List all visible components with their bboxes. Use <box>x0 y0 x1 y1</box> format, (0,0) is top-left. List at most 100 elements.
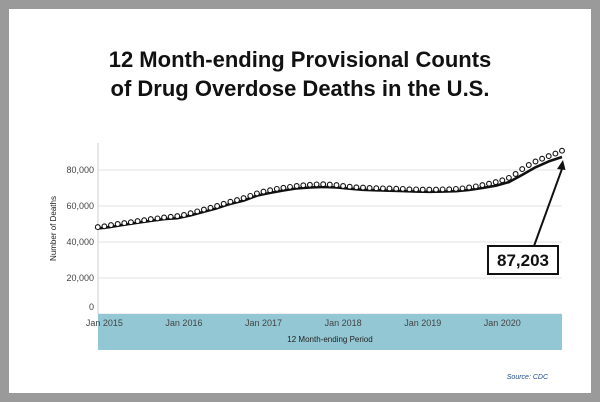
grid <box>98 169 562 315</box>
data-point <box>214 203 221 209</box>
x-axis-title: 12 Month-ending Period <box>287 335 372 344</box>
y-tick-label: 0 <box>89 302 94 312</box>
data-point <box>406 186 413 193</box>
data-point <box>181 212 187 218</box>
y-axis-title: Number of Deaths <box>49 196 58 261</box>
data-point <box>94 224 101 231</box>
x-tick-label: Jan 2015 <box>86 318 123 328</box>
data-point <box>360 184 366 191</box>
annotation-arrow-line <box>533 165 564 247</box>
data-point <box>379 185 386 192</box>
data-point <box>486 180 492 187</box>
data-point <box>353 184 360 191</box>
data-point <box>247 192 254 199</box>
data-point <box>559 147 565 154</box>
data-point <box>525 162 532 168</box>
data-point <box>505 174 512 181</box>
data-point <box>433 186 439 193</box>
data-point <box>187 210 194 217</box>
data-point <box>313 181 320 188</box>
series-group <box>94 147 565 231</box>
x-tick-label: Jan 2018 <box>325 318 362 328</box>
data-point <box>300 182 307 189</box>
data-point <box>101 223 108 230</box>
marker-series <box>94 147 565 231</box>
data-point <box>492 179 499 186</box>
x-tick-label: Jan 2016 <box>165 318 202 328</box>
data-point <box>413 186 420 193</box>
y-tick-label: 40,000 <box>66 237 94 247</box>
data-point <box>439 186 446 193</box>
x-tick-label: Jan 2020 <box>484 318 521 328</box>
y-axis-ticks: 0 20,000 40,000 60,000 80,000 <box>66 165 94 312</box>
data-point <box>227 198 234 205</box>
data-point <box>161 214 168 221</box>
data-point <box>267 187 274 194</box>
data-point <box>287 183 293 190</box>
data-point <box>141 217 148 224</box>
data-point <box>121 220 128 227</box>
chart-title-line-1: 12 Month-ending Provisional Counts <box>108 47 492 72</box>
x-tick-label: Jan 2019 <box>404 318 441 328</box>
data-point <box>340 183 347 189</box>
source-note: Source: CDC <box>506 374 548 381</box>
data-point <box>479 182 486 189</box>
data-point <box>200 206 207 213</box>
data-point <box>386 185 393 192</box>
data-point <box>240 195 247 202</box>
annotation-arrow-head <box>557 160 566 171</box>
data-point <box>472 183 479 190</box>
data-point <box>127 219 134 226</box>
data-point <box>459 185 466 192</box>
data-point <box>306 181 313 188</box>
data-point <box>519 166 526 173</box>
data-point <box>326 181 333 188</box>
data-point <box>346 183 353 190</box>
annotation-box <box>487 245 559 275</box>
data-point <box>147 216 154 223</box>
data-point <box>114 221 121 227</box>
data-point <box>399 185 406 192</box>
data-point <box>333 182 340 189</box>
y-tick-label: 80,000 <box>66 165 94 175</box>
data-point <box>393 185 400 192</box>
data-point <box>552 150 559 157</box>
data-point <box>539 155 546 162</box>
data-point <box>194 208 201 215</box>
data-point <box>426 186 433 193</box>
annotation-group: 87,203 <box>487 160 566 275</box>
series-line <box>97 155 563 230</box>
data-point <box>499 177 506 184</box>
data-point <box>174 213 181 220</box>
annotation-label: 87,203 <box>497 251 549 270</box>
data-point <box>446 186 453 193</box>
data-point <box>154 215 161 222</box>
data-point <box>253 190 260 197</box>
data-point <box>260 188 267 195</box>
data-point <box>220 200 227 207</box>
y-tick-label: 20,000 <box>66 273 94 283</box>
data-point <box>234 197 240 204</box>
data-point <box>366 185 373 191</box>
y-tick-label: 60,000 <box>66 201 94 211</box>
x-tick-label: Jan 2017 <box>245 318 282 328</box>
data-point <box>419 186 426 193</box>
data-point <box>532 158 539 165</box>
data-point <box>466 184 473 191</box>
chart-title: 12 Month-ending Provisional Counts of Dr… <box>0 45 600 103</box>
data-point <box>452 185 459 192</box>
data-point <box>293 183 300 189</box>
data-point <box>207 204 214 211</box>
data-point <box>512 171 519 177</box>
chart-title-line-2: of Drug Overdose Deaths in the U.S. <box>110 76 490 101</box>
data-point <box>373 185 380 192</box>
data-point <box>320 181 327 188</box>
data-point <box>273 185 280 192</box>
data-point <box>134 218 141 225</box>
x-axis-band <box>98 314 562 350</box>
data-point <box>167 213 174 220</box>
data-point <box>108 222 114 229</box>
data-point <box>280 184 287 191</box>
data-point <box>545 153 552 160</box>
